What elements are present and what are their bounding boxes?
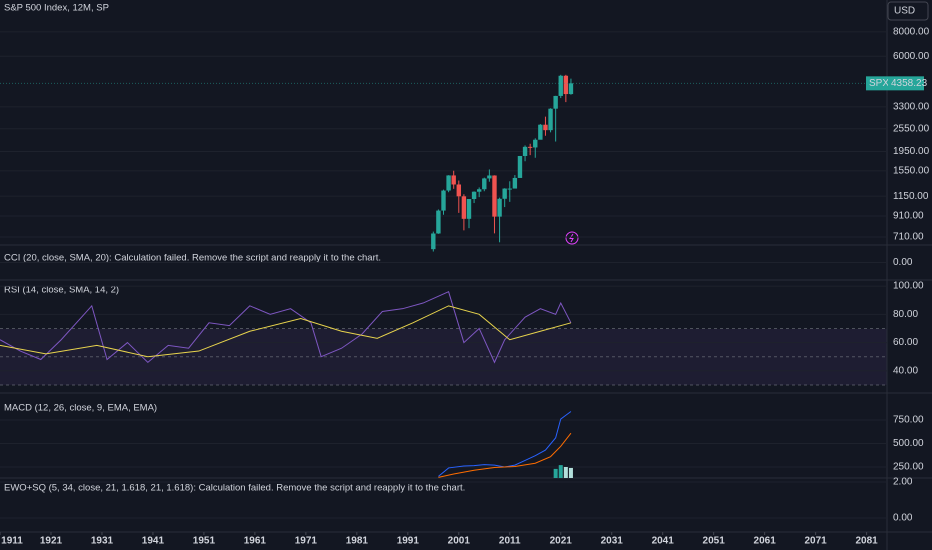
cci-label: CCI (20, close, SMA, 20): Calculation fa…	[4, 253, 381, 264]
candle-body	[563, 75, 569, 95]
candle-body	[436, 210, 441, 234]
macd-histogram-bar	[568, 467, 573, 478]
macd-label: MACD (12, 26, close, 9, EMA, EMA)	[4, 403, 157, 414]
candle-body	[533, 139, 538, 148]
candle-body	[461, 196, 467, 219]
time-tick-label: 2031	[601, 536, 624, 547]
y-tick-label: 40.00	[893, 365, 918, 376]
candle-body	[446, 175, 451, 191]
candle-body	[543, 124, 548, 131]
candle-body	[507, 188, 512, 190]
candle-body	[512, 177, 518, 189]
y-tick-label: 100.00	[893, 281, 924, 292]
currency-label[interactable]: USD	[894, 6, 915, 17]
last-symbol-box	[866, 76, 888, 91]
candle-body	[548, 108, 553, 131]
candle-body	[482, 178, 487, 190]
candle-body	[558, 75, 563, 96]
time-tick-label: 2011	[499, 536, 521, 547]
y-tick-label: 250.00	[893, 462, 924, 473]
y-tick-label: 1150.00	[893, 191, 929, 202]
y-tick-label: 2550.00	[893, 123, 930, 134]
y-tick-label: 710.00	[893, 232, 924, 243]
candle-body	[517, 155, 523, 178]
time-tick-label: 2001	[448, 536, 471, 547]
time-tick-label: 2081	[855, 536, 878, 547]
rsi-label: RSI (14, close, SMA, 14, 2)	[4, 285, 119, 296]
event-icon-bolt	[569, 233, 574, 243]
last-price: 4358.23	[891, 78, 928, 89]
last-price-box	[888, 76, 924, 91]
indicator-line	[438, 432, 572, 478]
last-symbol: SPX	[869, 78, 889, 89]
time-tick-label: 1931	[91, 536, 114, 547]
time-tick-label: 1971	[295, 536, 318, 547]
y-tick-label: 8000.00	[893, 27, 930, 38]
time-tick-label: 2021	[550, 536, 573, 547]
candle-body	[497, 198, 502, 217]
time-tick-label: 1961	[244, 536, 267, 547]
y-tick-label: 910.00	[893, 211, 924, 222]
y-tick-label: 750.00	[893, 415, 924, 426]
symbol-title: S&P 500 Index, 12M, SP	[4, 3, 109, 14]
time-tick-label: 1911	[1, 536, 23, 547]
indicator-line	[438, 411, 572, 477]
candle-body	[527, 146, 533, 148]
y-tick-label: 2.00	[893, 477, 913, 488]
currency-button[interactable]	[887, 1, 929, 21]
candle-body	[568, 83, 574, 95]
candle-body	[502, 188, 507, 199]
time-tick-label: 1941	[142, 536, 165, 547]
y-tick-label: 60.00	[893, 337, 918, 348]
macd-histogram-bar	[558, 465, 563, 478]
candle-body	[451, 175, 456, 185]
time-tick-label: 2071	[805, 536, 828, 547]
time-tick-label: 1951	[193, 536, 216, 547]
time-tick-label: 1921	[40, 536, 63, 547]
candle-body	[441, 190, 446, 211]
indicator-line	[0, 291, 572, 364]
time-tick-label: 2061	[754, 536, 777, 547]
event-icon[interactable]	[565, 231, 579, 245]
y-tick-label: 80.00	[893, 309, 918, 320]
y-tick-label: 500.00	[893, 438, 924, 449]
macd-histogram-bar	[553, 468, 558, 478]
candle-body	[431, 233, 436, 250]
time-tick-label: 1991	[397, 536, 420, 547]
candle-body	[522, 146, 528, 156]
time-tick-label: 1981	[346, 536, 369, 547]
time-tick-label: 2041	[652, 536, 675, 547]
y-tick-label: 0.00	[893, 513, 913, 524]
candle-body	[487, 175, 492, 179]
candle-body	[456, 184, 461, 197]
indicator-line	[0, 305, 572, 358]
macd-histogram-bar	[563, 466, 568, 478]
y-tick-label: 1950.00	[893, 146, 930, 157]
candle-body	[538, 124, 543, 140]
candle-body	[466, 199, 472, 219]
time-tick-label: 2051	[703, 536, 726, 547]
candle-body	[476, 189, 482, 192]
candle-body	[471, 191, 477, 200]
ewo-label: EWO+SQ (5, 34, close, 21, 1.618, 21, 1.6…	[4, 483, 465, 494]
candle-body	[553, 95, 558, 109]
y-tick-label: 3300.00	[893, 102, 930, 113]
y-tick-label: 0.00	[893, 257, 913, 268]
candle-body	[492, 175, 497, 217]
y-tick-label: 6000.00	[893, 51, 930, 62]
y-tick-label: 1550.00	[893, 166, 930, 177]
